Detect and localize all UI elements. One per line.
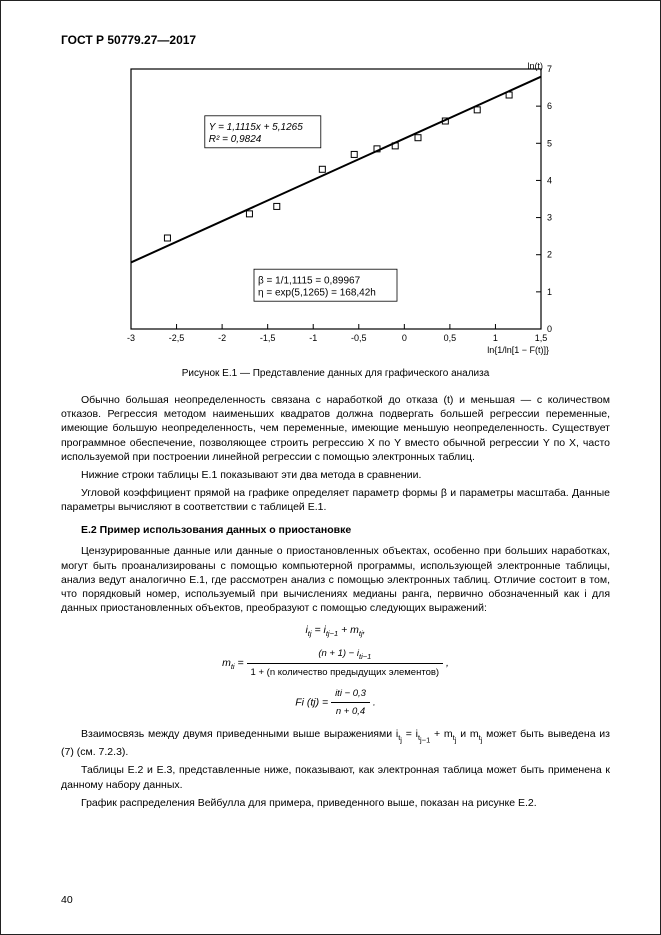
svg-text:0: 0 (401, 333, 406, 343)
page-number: 40 (61, 894, 73, 906)
svg-text:η = exp(5,1265) = 168,42h: η = exp(5,1265) = 168,42h (258, 287, 376, 298)
body-paragraph: Взаимосвязь между двумя приведенными выш… (61, 727, 610, 760)
body-paragraph: График распределения Вейбулла для пример… (61, 796, 610, 810)
svg-text:β = 1/1,1115 = 0,89967: β = 1/1,1115 = 0,89967 (258, 275, 361, 286)
section-title: Е.2 Пример использования данных о приост… (61, 524, 610, 536)
body-paragraph: Угловой коэффициент прямой на графике оп… (61, 486, 610, 514)
svg-text:Y = 1,1115x + 5,1265: Y = 1,1115x + 5,1265 (208, 122, 302, 133)
svg-text:3: 3 (547, 213, 552, 223)
svg-text:-2: -2 (218, 333, 226, 343)
svg-text:-1,5: -1,5 (259, 333, 275, 343)
formula-1: itj = itj−1 + mtj, (61, 621, 610, 641)
formula-3: Fi (tj) = iti − 0,3 n + 0,4 . (61, 685, 610, 720)
svg-text:1,5: 1,5 (534, 333, 547, 343)
chart-e1: -3-2,5-2-1,5-1-0,500,511,501234567ln(t)l… (101, 59, 571, 362)
body-paragraph: Таблицы Е.2 и Е.3, представленные ниже, … (61, 763, 610, 791)
standard-header: ГОСТ Р 50779.27—2017 (61, 33, 610, 47)
chart-svg: -3-2,5-2-1,5-1-0,500,511,501234567ln(t)l… (101, 59, 571, 359)
document-page: ГОСТ Р 50779.27—2017 -3 -2,5 -2 -1,5 -1 -0,5 0… (0, 0, 661, 935)
svg-text:-0,5: -0,5 (351, 333, 367, 343)
svg-text:2: 2 (547, 250, 552, 260)
svg-text:6: 6 (547, 101, 552, 111)
svg-text:1: 1 (492, 333, 497, 343)
figure-caption: Рисунок Е.1 — Представление данных для г… (61, 368, 610, 379)
svg-text:5: 5 (547, 138, 552, 148)
svg-text:-1: -1 (309, 333, 317, 343)
svg-text:1: 1 (547, 287, 552, 297)
svg-text:0: 0 (547, 324, 552, 334)
svg-text:4: 4 (547, 175, 552, 185)
body-paragraph: Нижние строки таблицы Е.1 показывают эти… (61, 468, 610, 482)
svg-text:ln(t): ln(t) (527, 61, 543, 71)
body-paragraph: Цензурированные данные или данные о прио… (61, 544, 610, 615)
body-paragraph: Обычно большая неопределенность связана … (61, 393, 610, 464)
svg-text:-3: -3 (126, 333, 134, 343)
formula-block: itj = itj−1 + mtj, mti = (n + 1) − iti−1… (61, 621, 610, 720)
svg-text:0,5: 0,5 (443, 333, 456, 343)
svg-text:-2,5: -2,5 (168, 333, 184, 343)
formula-2: mti = (n + 1) − iti−1 1 + (n количество … (61, 645, 610, 681)
svg-text:R² = 0,9824: R² = 0,9824 (208, 134, 261, 145)
svg-text:7: 7 (547, 64, 552, 74)
svg-text:ln{1/ln[1 − F(t)]}: ln{1/ln[1 − F(t)]} (487, 345, 549, 355)
